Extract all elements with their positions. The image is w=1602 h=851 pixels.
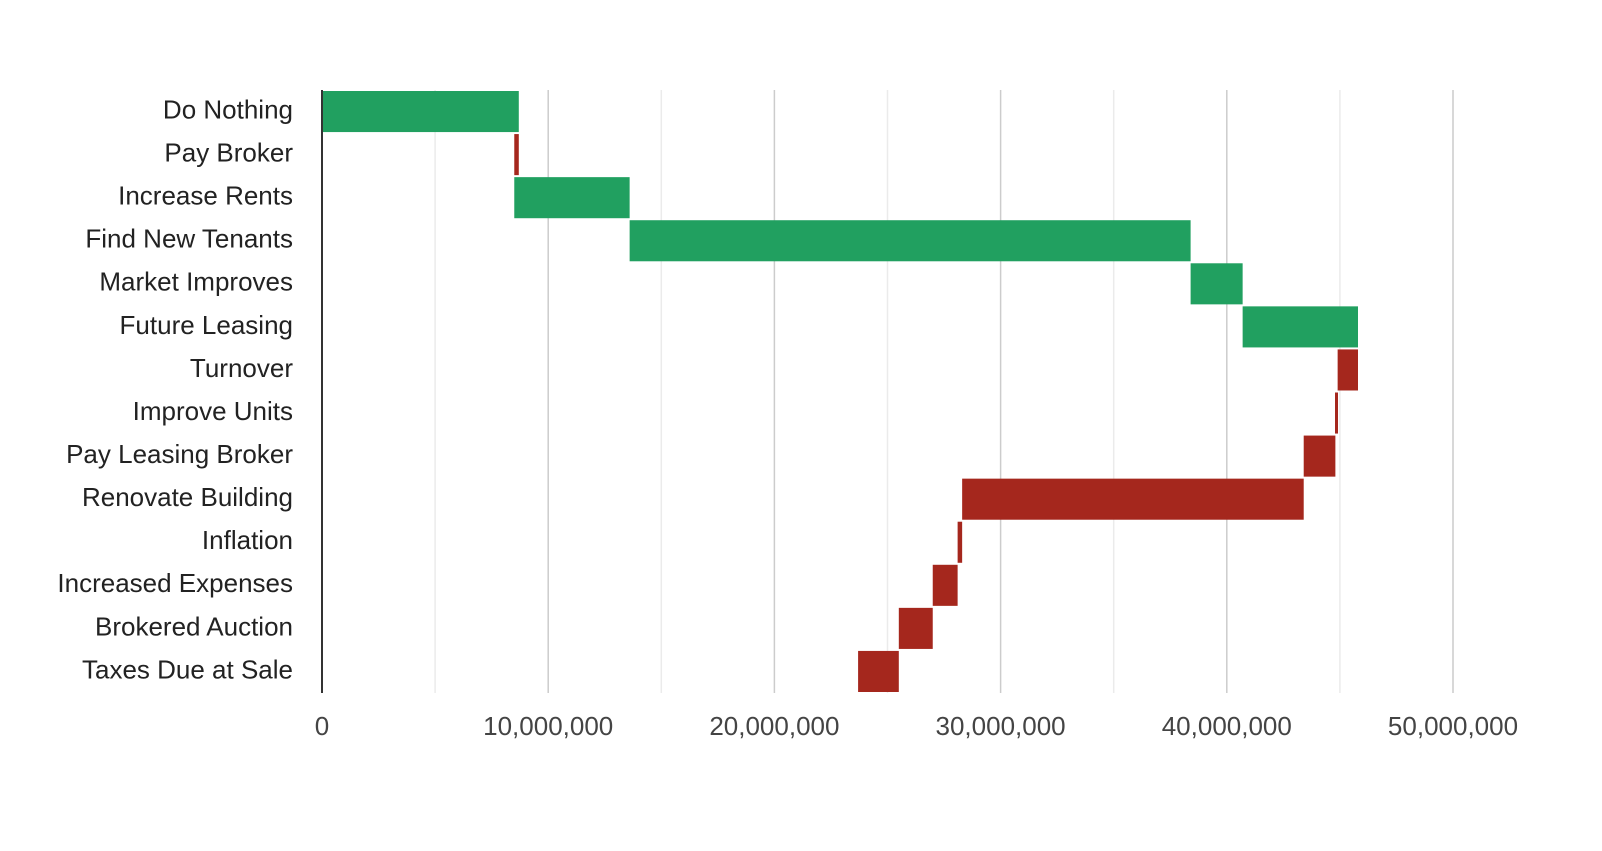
x-tick-label: 50,000,000 (1388, 711, 1518, 741)
category-label: Pay Leasing Broker (66, 439, 293, 469)
bar-turnover[interactable] (1337, 349, 1358, 391)
category-label: Increased Expenses (57, 568, 293, 598)
category-label: Renovate Building (82, 482, 293, 512)
bar-future-leasing[interactable] (1242, 306, 1358, 348)
x-tick-labels: 0 10,000,000 20,000,000 30,000,000 40,000,00… (315, 711, 1518, 741)
category-labels: Do Nothing Pay Broker Increase Rents Find N… (57, 94, 293, 684)
category-label: Future Leasing (120, 310, 293, 340)
bar-taxes-due-at-sale[interactable] (858, 650, 899, 692)
bar-find-new-tenants[interactable] (629, 220, 1191, 262)
x-tick-label: 40,000,000 (1162, 711, 1292, 741)
x-tick-label: 30,000,000 (936, 711, 1066, 741)
category-label: Increase Rents (118, 181, 293, 211)
bar-inflation[interactable] (957, 521, 963, 563)
category-label: Do Nothing (163, 94, 293, 124)
bar-brokered-auction[interactable] (898, 607, 933, 649)
category-label: Turnover (190, 353, 293, 383)
category-label: Improve Units (133, 396, 293, 426)
x-tick-label: 20,000,000 (709, 711, 839, 741)
category-label: Inflation (202, 525, 293, 555)
category-label: Market Improves (99, 267, 293, 297)
category-label: Taxes Due at Sale (82, 654, 293, 684)
bar-increased-expenses[interactable] (932, 564, 958, 606)
category-label: Find New Tenants (85, 224, 293, 254)
bars (322, 91, 1358, 692)
category-label: Brokered Auction (95, 611, 293, 641)
category-label: Pay Broker (164, 137, 293, 167)
bar-pay-leasing-broker[interactable] (1303, 435, 1336, 477)
x-tick-label: 10,000,000 (483, 711, 613, 741)
bar-increase-rents[interactable] (514, 177, 630, 219)
bar-pay-broker[interactable] (514, 134, 519, 176)
x-tick-label: 0 (315, 711, 329, 741)
bar-improve-units[interactable] (1335, 392, 1339, 434)
bar-market-improves[interactable] (1190, 263, 1243, 305)
bar-do-nothing[interactable] (322, 91, 519, 133)
bar-renovate-building[interactable] (962, 478, 1304, 520)
